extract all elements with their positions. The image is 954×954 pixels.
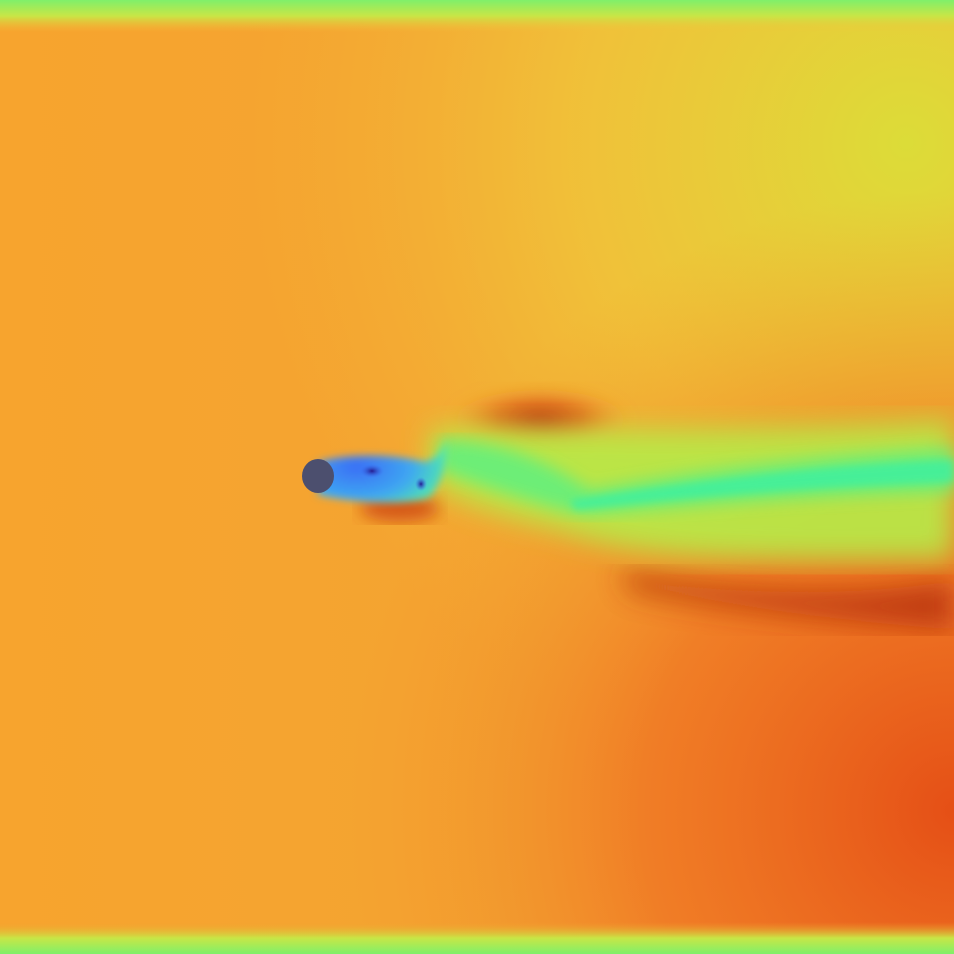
cylinder-obstacle: [302, 459, 334, 493]
bottom-wall-boundary-layer: [0, 922, 954, 954]
wake-core: [440, 440, 954, 515]
wake-center-streak: [570, 460, 954, 510]
top-wall-boundary-layer: [0, 0, 954, 32]
vortex-core-lower: [415, 477, 427, 491]
lower-wake-shear-band: [620, 570, 954, 630]
recirculation-bubble: [318, 432, 447, 503]
vortex-core-upper: [360, 464, 384, 478]
